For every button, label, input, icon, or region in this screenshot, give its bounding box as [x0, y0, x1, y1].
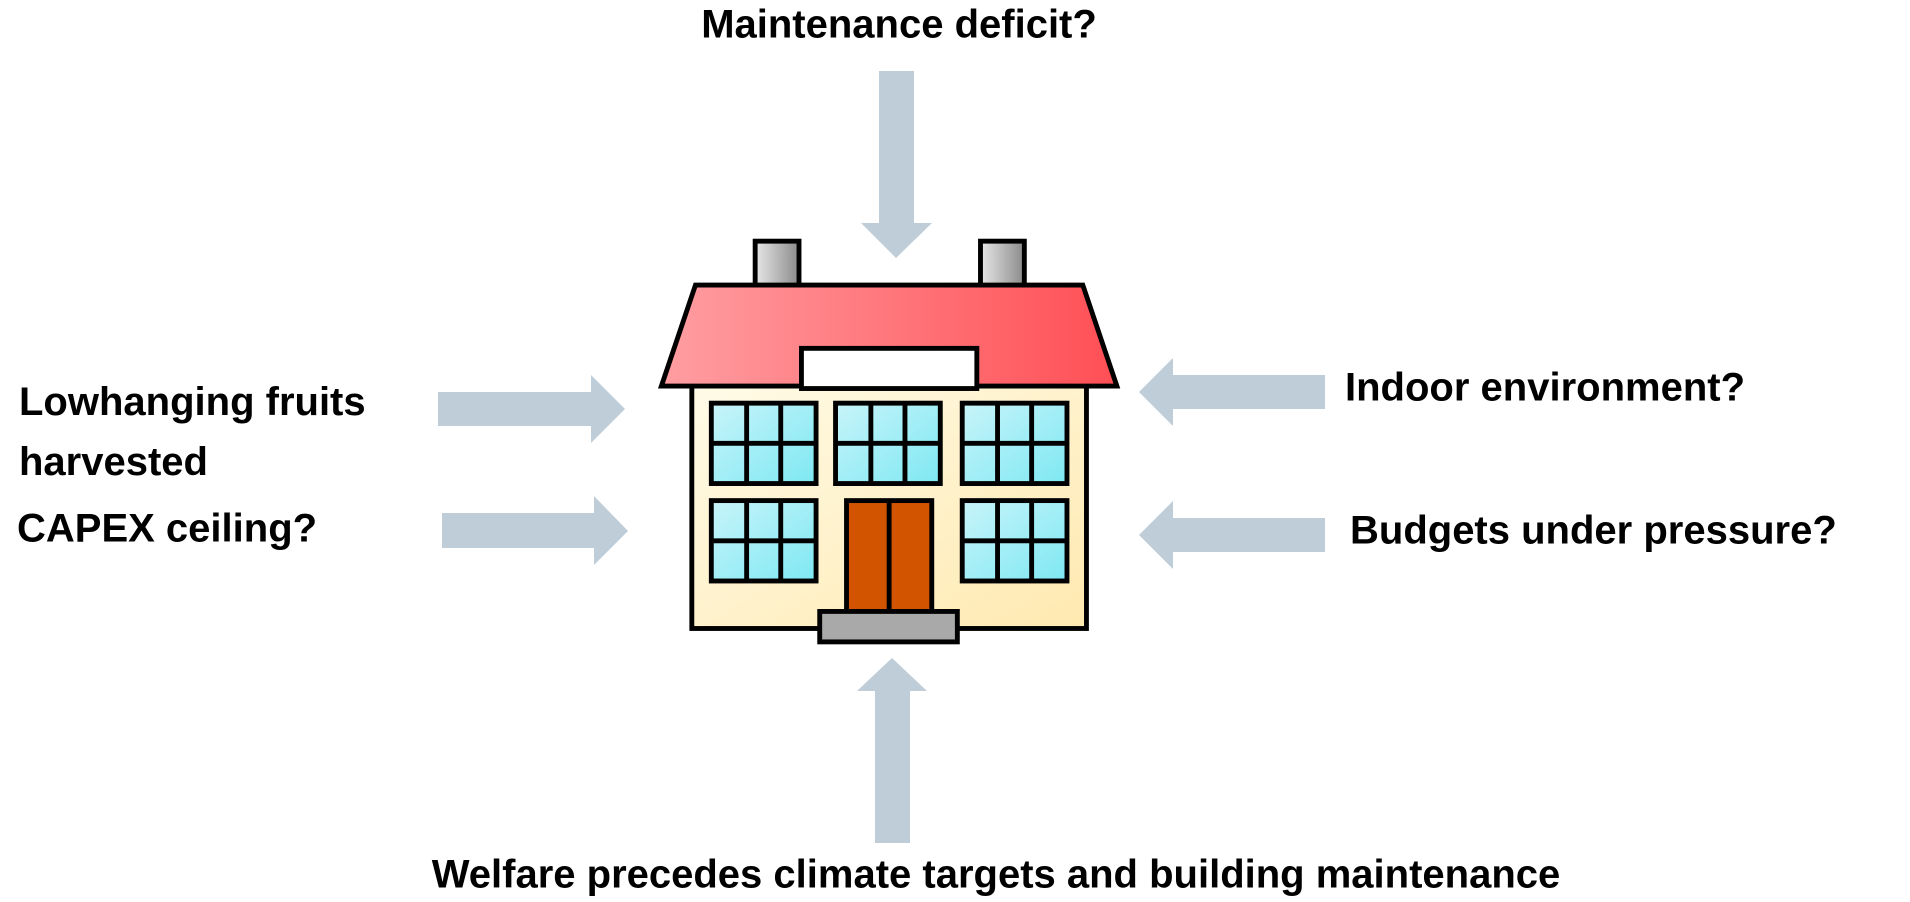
window — [836, 403, 941, 483]
left-label: CAPEX ceiling? — [17, 507, 317, 551]
top-label: Maintenance deficit? — [701, 3, 1097, 47]
label-line: harvested — [19, 440, 208, 484]
sign — [799, 345, 980, 391]
step — [817, 609, 960, 645]
roof — [657, 282, 1121, 389]
arrow-down — [861, 71, 932, 258]
bottom-label: Welfare precedes climate targets and bui… — [432, 853, 1561, 897]
arrow-left — [1139, 358, 1325, 426]
left-label: Lowhanging fruits harvested — [19, 380, 366, 484]
arrow-right — [442, 496, 628, 565]
window — [711, 501, 816, 581]
label-line: Lowhanging fruits — [19, 380, 366, 424]
house — [657, 238, 1121, 645]
arrow-left — [1139, 501, 1325, 569]
window — [962, 403, 1067, 483]
right-label: Budgets under pressure? — [1350, 509, 1837, 553]
arrow-up — [857, 658, 927, 843]
arrow-right — [438, 375, 625, 443]
window — [711, 403, 816, 483]
right-label: Indoor environment? — [1345, 366, 1745, 410]
window — [962, 501, 1067, 581]
